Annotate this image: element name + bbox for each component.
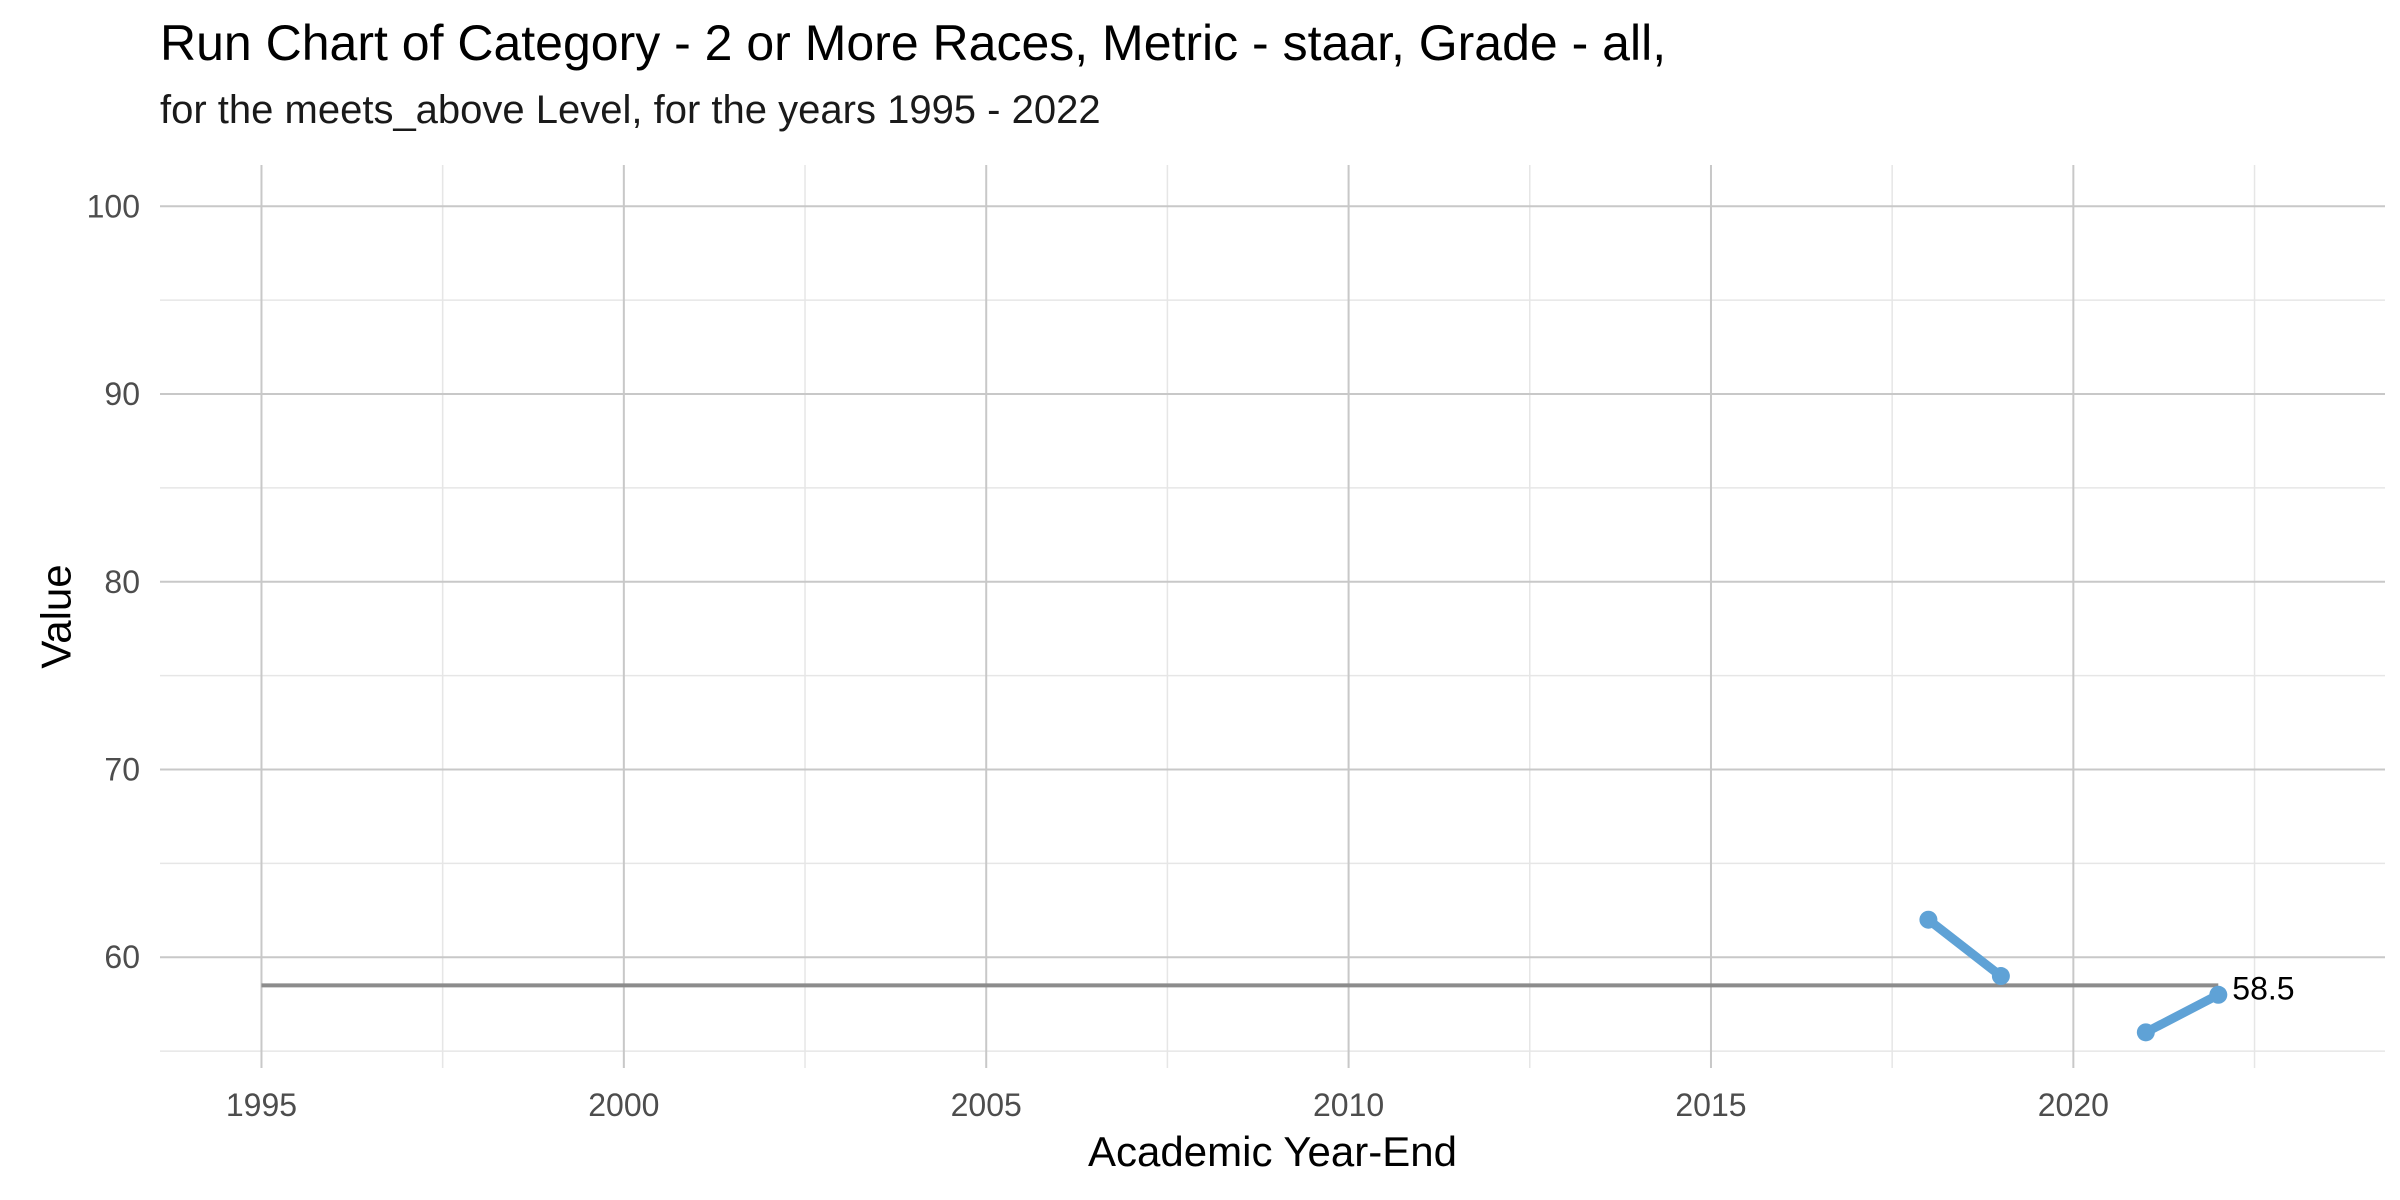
x-tick-label: 2000 — [588, 1087, 659, 1123]
x-tick-label: 2010 — [1313, 1087, 1384, 1123]
tick-labels: 1995 2000 2005 2010 2015 2020 60 70 80 90 100 — [87, 188, 2109, 1123]
x-tick-label: 2020 — [2038, 1087, 2109, 1123]
data-point — [2136, 1023, 2155, 1042]
major-grid — [160, 165, 2385, 1068]
x-tick-label: 2005 — [951, 1087, 1022, 1123]
y-tick-label: 90 — [104, 376, 140, 412]
y-tick-label: 100 — [87, 188, 140, 224]
x-tick-label: 1995 — [226, 1087, 297, 1123]
median-value-label: 58.5 — [2232, 970, 2294, 1006]
chart-subtitle: for the meets_above Level, for the years… — [160, 88, 1101, 132]
chart-title: Run Chart of Category - 2 or More Races,… — [160, 15, 1667, 71]
x-axis-title: Academic Year-End — [1088, 1128, 1457, 1175]
data-point — [1991, 967, 2010, 986]
data-point — [2209, 985, 2228, 1004]
y-tick-label: 60 — [104, 939, 140, 975]
series-segment-1 — [1923, 915, 2006, 981]
y-tick-label: 70 — [104, 752, 140, 788]
series-segment-2 — [2141, 990, 2223, 1037]
minor-grid — [160, 165, 2385, 1068]
y-axis-title: Value — [33, 564, 80, 668]
series-layer — [1919, 910, 2228, 1042]
data-point — [1919, 910, 1938, 929]
y-tick-label: 80 — [104, 564, 140, 600]
x-tick-label: 2015 — [1675, 1087, 1746, 1123]
median-layer: 58.5 — [261, 970, 2295, 1006]
